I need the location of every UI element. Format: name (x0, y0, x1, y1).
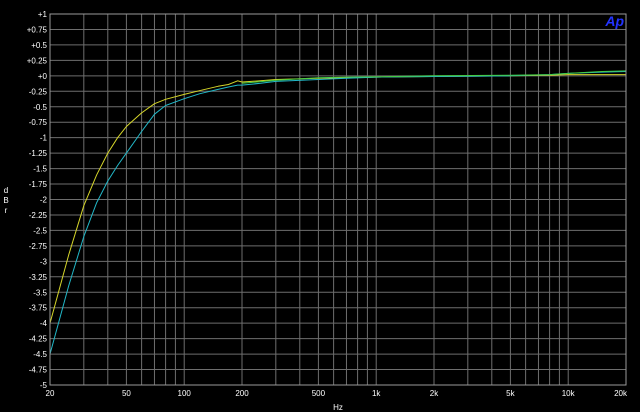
x-tick-label: 500 (312, 389, 326, 398)
y-tick-label: -4 (40, 319, 48, 328)
y-tick-label: -4.75 (29, 366, 48, 375)
x-tick-label: 10k (562, 389, 576, 398)
y-tick-label: -1.75 (29, 180, 48, 189)
y-tick-label: -0.25 (29, 87, 48, 96)
y-tick-label: -2.25 (29, 211, 48, 220)
y-tick-label: -1.25 (29, 149, 48, 158)
y-tick-label: -4.25 (29, 335, 48, 344)
x-tick-label: 100 (178, 389, 192, 398)
y-tick-label: -1 (40, 134, 48, 143)
y-tick-label: -5 (40, 381, 48, 390)
y-tick-label: -4.5 (33, 350, 47, 359)
y-tick-label: +1 (38, 10, 48, 19)
y-tick-label: -2.75 (29, 242, 48, 251)
y-axis-label-char: r (5, 206, 8, 215)
y-tick-label: -2 (40, 196, 48, 205)
y-tick-label: -3.25 (29, 273, 48, 282)
y-tick-label: -3.75 (29, 304, 48, 313)
y-tick-label: -3 (40, 257, 48, 266)
y-tick-label: -2.5 (33, 226, 47, 235)
series-line-3 (241, 70, 627, 84)
y-tick-labels: +1 +0.75 +0.5 +0.25 +0 -0.25 -0.5 -0.75 -1 -1.25 -… (27, 10, 48, 390)
x-tick-label: 200 (235, 389, 249, 398)
y-axis-label-char: d (4, 186, 8, 195)
x-axis-label: Hz (333, 403, 343, 412)
x-tick-label: 20 (46, 389, 55, 398)
x-tick-label: 1k (372, 389, 381, 398)
x-tick-labels: 20 50 100 200 500 1k 2k 5k 10k 20k (46, 389, 628, 398)
y-tick-label: +0.75 (27, 25, 48, 34)
ap-logo: Ap (604, 13, 624, 29)
y-tick-label: -3.5 (33, 288, 47, 297)
y-axis-label: dBr (3, 186, 8, 215)
y-axis-label-char: B (3, 196, 8, 205)
y-tick-label: +0.5 (31, 41, 47, 50)
plot-frame (49, 13, 627, 386)
y-tick-label: +0.25 (27, 56, 48, 65)
y-tick-label: -1.5 (33, 165, 47, 174)
y-tick-label: -0.75 (29, 118, 48, 127)
x-tick-label: 2k (430, 389, 439, 398)
x-tick-label: 50 (122, 389, 131, 398)
y-tick-label: +0 (38, 72, 48, 81)
x-tick-label: 5k (506, 389, 515, 398)
series-group (49, 70, 627, 355)
x-tick-label: 20k (614, 389, 628, 398)
series-line-2 (49, 71, 627, 355)
y-tick-label: -0.5 (33, 103, 47, 112)
